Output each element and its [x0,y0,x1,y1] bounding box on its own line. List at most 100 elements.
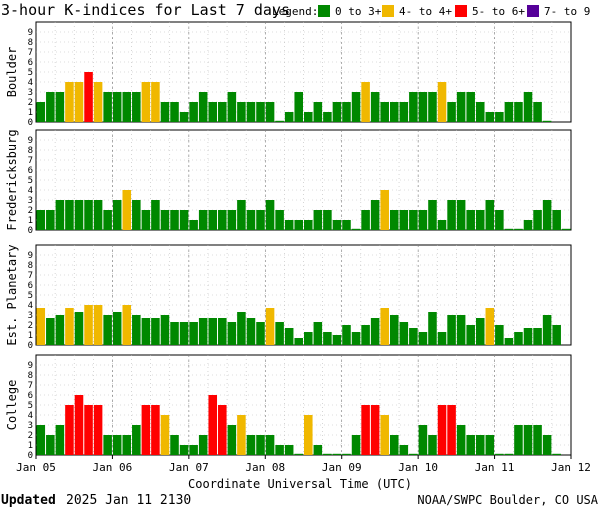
y-tick-label: 6 [28,58,33,68]
k-index-bar [84,305,93,345]
k-index-bar [389,210,399,230]
k-index-bar [275,210,284,230]
k-index-bar [542,315,552,345]
k-index-bar [456,92,466,122]
k-index-bar [275,445,284,455]
y-tick-label: 2 [28,206,33,216]
k-index-bar [112,200,122,230]
k-index-bar [74,200,84,230]
y-tick-label: 1 [28,216,33,226]
k-index-bar [370,92,380,122]
k-index-bar [170,435,179,455]
k-index-bar [265,102,275,122]
k-index-bar [170,210,179,230]
k-index-bar [170,102,179,122]
y-tick-label: 4 [28,301,33,311]
k-index-bar [189,322,198,345]
k-index-bar [485,435,495,455]
k-index-bar [351,332,361,345]
k-index-bar [389,315,399,345]
k-index-bar [160,415,170,455]
k-index-bar [504,453,514,455]
y-tick-label: 3 [28,196,33,206]
k-index-bar [447,200,456,230]
k-index-bar [542,120,552,122]
k-index-bar [36,102,46,122]
k-index-bar [380,190,389,230]
k-index-bar [313,210,323,230]
k-index-bar [237,312,246,345]
k-index-bar [533,102,542,122]
y-tick-label: 3 [28,421,33,431]
k-index-bar [160,210,170,230]
k-index-bar [523,220,533,230]
y-tick-label: 2 [28,431,33,441]
k-index-bar [514,228,523,230]
updated-label: Updated [1,493,56,508]
k-index-bar [332,335,342,345]
k-index-bar [112,92,122,122]
k-index-bar [246,210,256,230]
k-index-bar [456,425,466,455]
y-tick-label: 9 [28,136,33,146]
k-index-bar [208,395,218,455]
k-index-bar [179,210,189,230]
k-index-bar [428,312,437,345]
k-index-bar [198,318,208,345]
k-index-bar [466,435,475,455]
k-index-bar [46,435,55,455]
k-index-bar [160,315,170,345]
k-index-bar [380,308,389,345]
x-tick-label: Jan 08 [245,461,285,474]
k-index-bar [294,338,303,345]
legend-swatch-active [382,5,394,17]
k-index-bar [151,200,160,230]
k-index-bar [227,322,237,345]
k-index-bar [84,72,93,122]
k-index-bar [456,315,466,345]
y-tick-label: 5 [28,176,33,186]
k-index-bar [189,220,198,230]
k-index-bar [294,220,303,230]
k-index-bar [351,92,361,122]
k-index-bar [399,102,409,122]
k-index-bar [361,325,370,345]
x-axis: Jan 05 Jan 06 Jan 07 Jan 08 Jan 09 Jan 1… [16,455,591,474]
k-index-bar [151,405,160,455]
k-index-bar [179,112,189,122]
y-tick-label: 9 [28,361,33,371]
x-tick-label: Jan 05 [16,461,56,474]
k-index-bar [514,102,523,122]
k-index-bar [351,435,361,455]
k-index-bar [218,210,227,230]
k-index-bar [122,435,132,455]
k-index-bar [284,328,294,345]
legend-swatch-storm [455,5,467,17]
k-index-bar [428,200,437,230]
legend-swatch-quiet [318,5,330,17]
x-axis-title: Coordinate Universal Time (UTC) [188,477,412,491]
y-tick-label: 0 [28,226,33,236]
y-tick-label: 8 [28,38,33,48]
k-index-bar [198,210,208,230]
y-tick-label: 8 [28,261,33,271]
k-index-bar [265,308,275,345]
k-index-bar [122,92,132,122]
credit-line: NOAA/SWPC Boulder, CO USA [417,493,598,507]
k-index-bar [151,82,160,122]
y-tick-label: 5 [28,68,33,78]
k-index-bar [533,328,542,345]
panel-label-boulder: Boulder [5,47,19,98]
k-index-bar [294,453,303,455]
k-index-bar [323,112,332,122]
updated-timestamp: 2025 Jan 11 2130 [66,493,191,508]
k-index-bar [227,92,237,122]
k-index-bar [36,308,46,345]
k-index-bar [361,210,370,230]
k-index-bar [361,82,370,122]
y-tick-label: 0 [28,451,33,461]
k-index-bar [514,425,523,455]
k-index-bar [275,322,284,345]
k-index-bar [399,445,409,455]
